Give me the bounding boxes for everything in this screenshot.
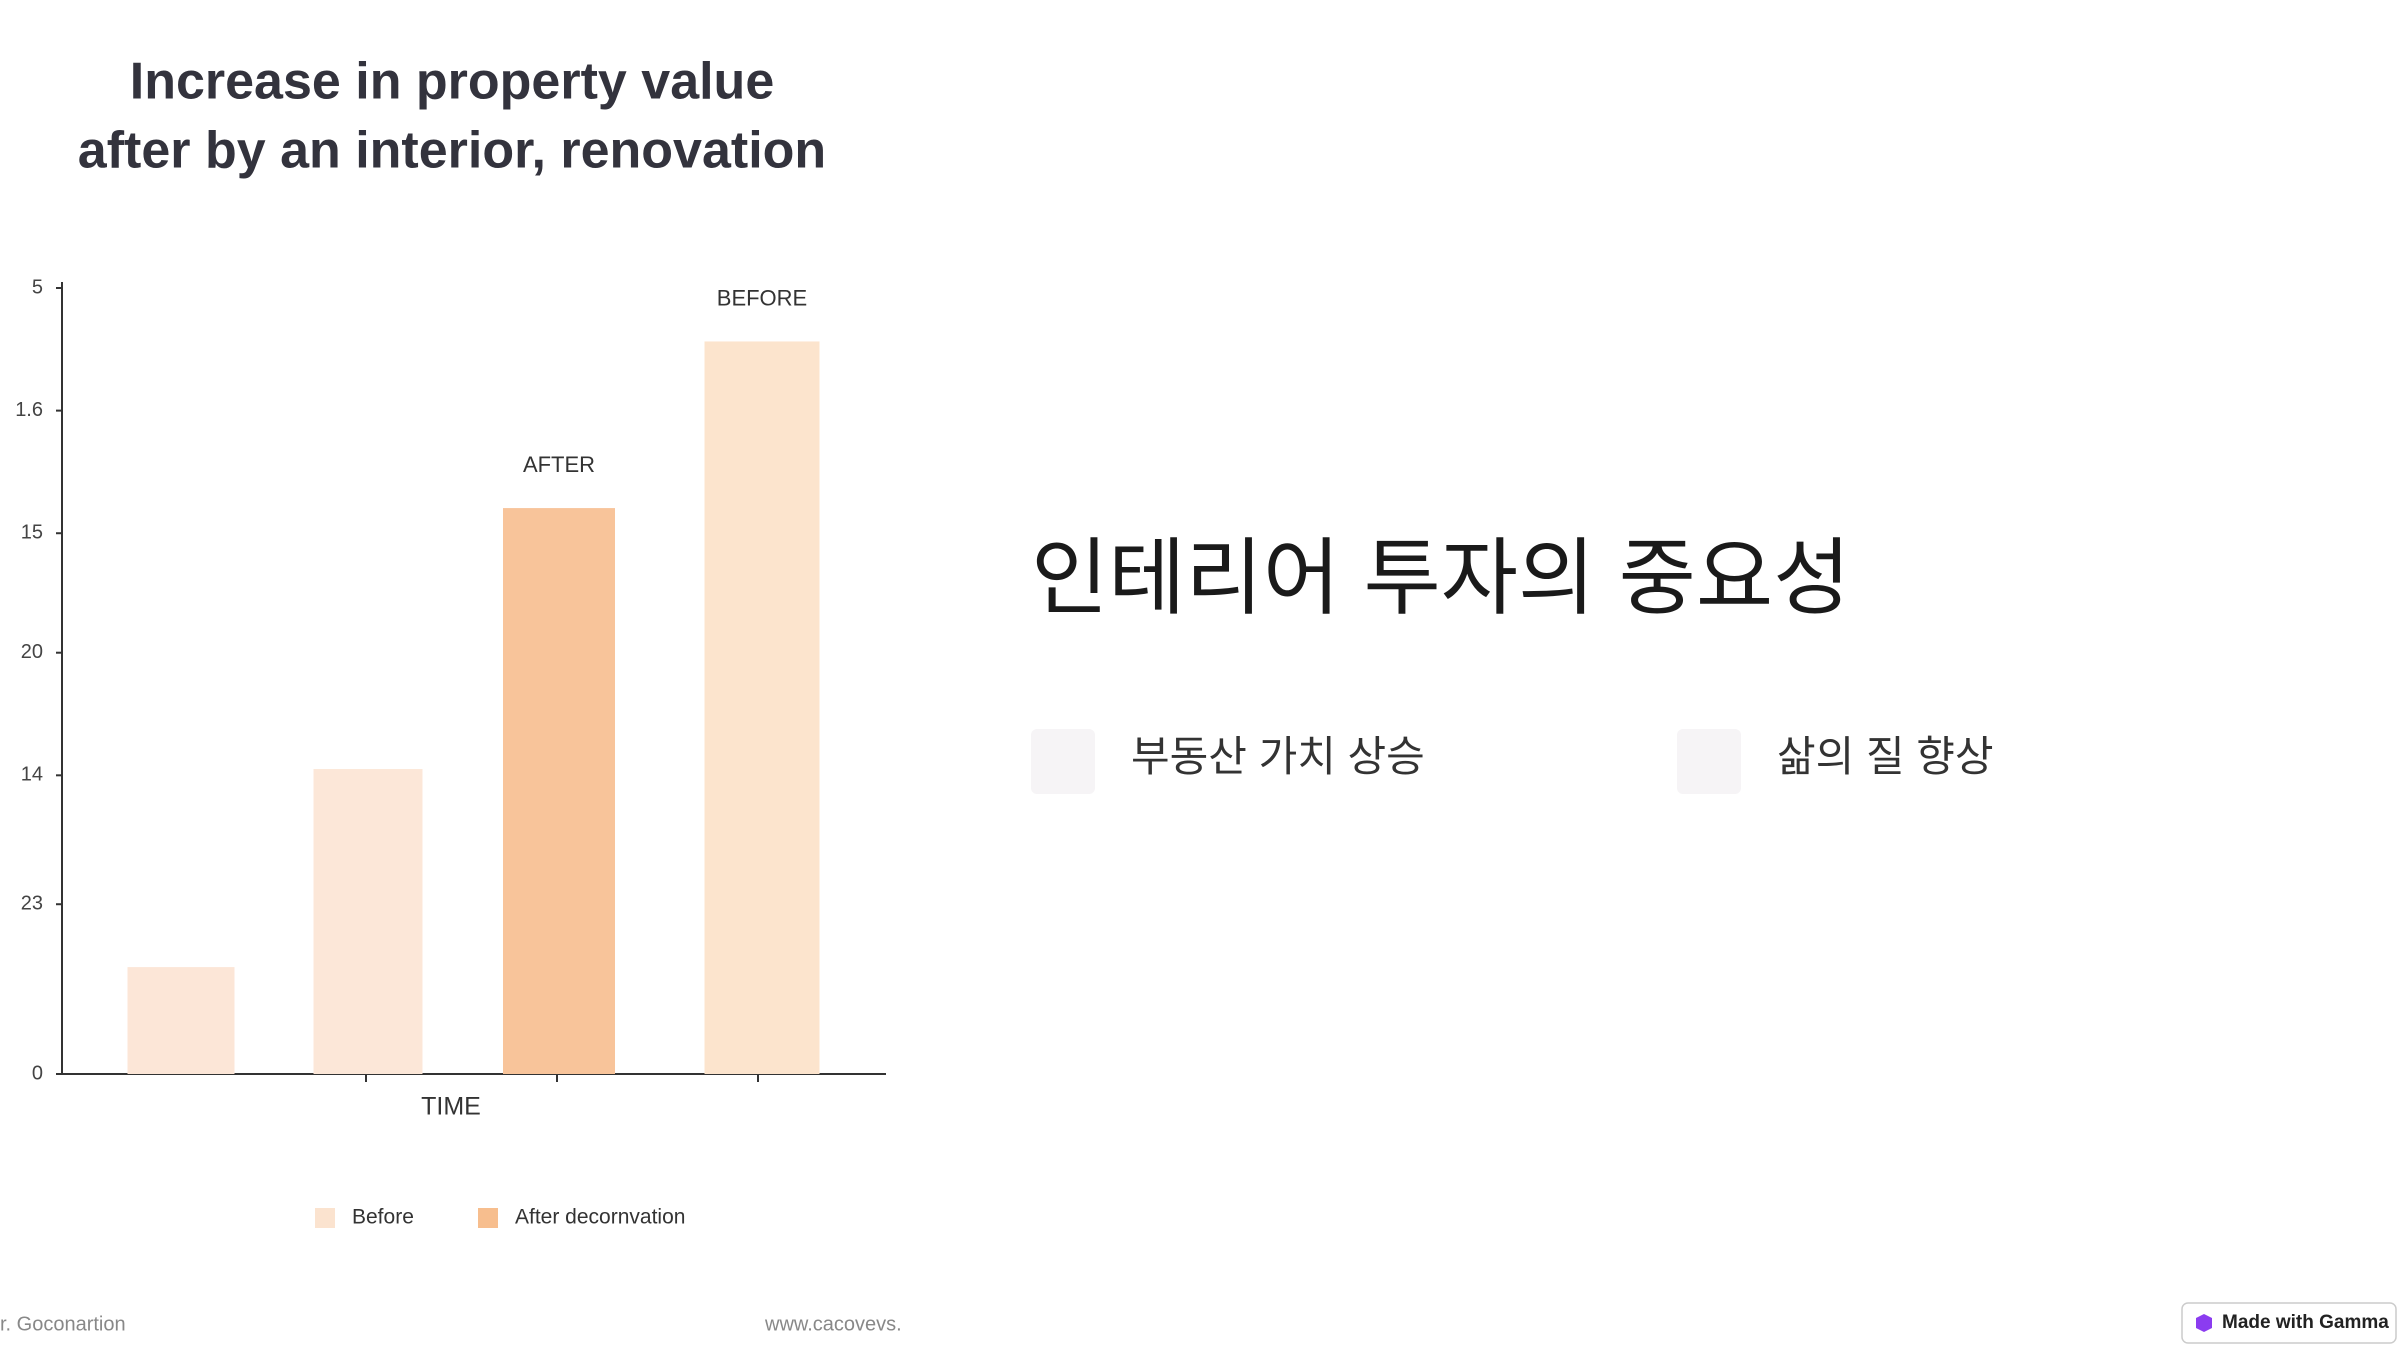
badge-box[interactable] — [2181, 1302, 2397, 1344]
badge[interactable]: Made with Gamma — [2181, 1302, 2397, 1344]
legend-swatch — [478, 1208, 498, 1228]
legend-label: After decornvation — [515, 1206, 685, 1229]
y-tick-label: 15 — [21, 522, 43, 544]
bar — [127, 967, 235, 1074]
y-tick-label: 14 — [21, 764, 43, 786]
chart-title: after by an interior, renovation — [78, 122, 826, 180]
chart-title: Increase in property value — [130, 53, 775, 111]
bar-annotation: BEFORE — [717, 285, 807, 310]
y-tick-label: 23 — [21, 893, 43, 915]
item-text: 삶의 질 향상 — [1777, 733, 1994, 780]
legend-label: Before — [352, 1206, 414, 1229]
y-tick-label: 5 — [32, 276, 43, 298]
y-tick-label: 0 — [32, 1062, 43, 1084]
item-icon — [1677, 729, 1741, 794]
item-icon — [1031, 729, 1095, 794]
footer-left: r. Goconartion — [0, 1313, 126, 1335]
legend-swatch — [315, 1208, 335, 1228]
item-text: 부동산 가치 상승 — [1131, 733, 1425, 780]
badge-text[interactable]: Made with Gamma — [2222, 1312, 2389, 1333]
footer-right: www.cacovevs. — [764, 1313, 902, 1335]
y-tick-label: 20 — [21, 641, 43, 663]
bar — [503, 508, 615, 1075]
slide-heading: 인테리어 투자의 중요성 — [1031, 531, 1850, 625]
x-axis-label: TIME — [421, 1093, 481, 1121]
bar — [313, 769, 423, 1074]
y-tick-label: 1.6 — [15, 399, 43, 421]
bar — [704, 341, 820, 1074]
bar-annotation: AFTER — [523, 452, 595, 477]
badge-icon — [2196, 1314, 2212, 1332]
